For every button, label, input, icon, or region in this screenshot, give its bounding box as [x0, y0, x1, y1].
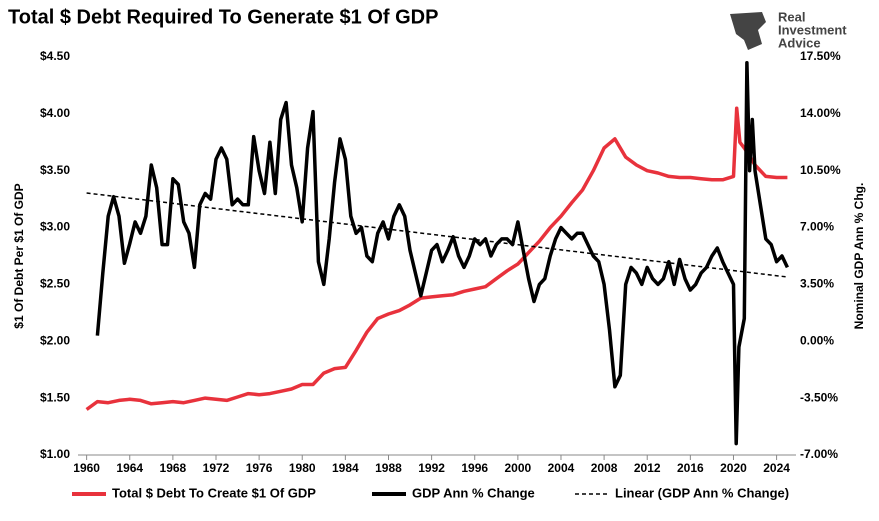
y2-axis-label: Nominal GDP Ann % Chg.: [852, 183, 866, 330]
legend-label: Linear (GDP Ann % Change): [615, 485, 789, 500]
y-tick-label: $1.00: [40, 447, 70, 461]
logo-text: Advice: [778, 35, 821, 50]
logo: Real Investment Advice: [730, 9, 847, 50]
x-tick-label: 1992: [418, 461, 445, 475]
x-tick-label: 1968: [160, 461, 187, 475]
chart-title: Total $ Debt Required To Generate $1 Of …: [8, 6, 438, 28]
y2-tick-label: 10.50%: [800, 163, 841, 177]
logo-text: Investment: [778, 22, 847, 37]
x-tick-label: 2008: [591, 461, 618, 475]
logo-text: Real: [778, 9, 805, 24]
x-tick-label: 1972: [203, 461, 230, 475]
x-tick-label: 2016: [677, 461, 704, 475]
y2-tick-label: 0.00%: [800, 333, 834, 347]
series-line: [95, 60, 789, 446]
y-axis-label: $1 Of Debt Per $1 Of GDP: [12, 183, 26, 328]
x-tick-label: 1996: [461, 461, 488, 475]
x-tick-label: 1960: [73, 461, 100, 475]
x-tick-label: 1988: [375, 461, 402, 475]
x-tick-label: 1984: [332, 461, 359, 475]
series-line: [86, 192, 788, 278]
x-tick-label: 1964: [116, 461, 143, 475]
y-tick-label: $2.50: [40, 277, 70, 291]
y2-tick-label: -3.50%: [800, 390, 838, 404]
logo-icon: [730, 12, 766, 50]
x-tick-label: 2012: [634, 461, 661, 475]
x-tick-label: 1976: [246, 461, 273, 475]
x-tick-label: 2000: [505, 461, 532, 475]
series-line: [85, 106, 788, 411]
x-tick-label: 2024: [763, 461, 790, 475]
y-tick-label: $4.50: [40, 49, 70, 63]
y2-tick-label: 3.50%: [800, 277, 834, 291]
y2-tick-label: 14.00%: [800, 106, 841, 120]
y-tick-label: $3.50: [40, 163, 70, 177]
x-tick-label: 2020: [720, 461, 747, 475]
y2-tick-label: -7.00%: [800, 447, 838, 461]
y2-tick-label: 7.00%: [800, 220, 834, 234]
y-tick-label: $1.50: [40, 390, 70, 404]
y-tick-label: $2.00: [40, 333, 70, 347]
x-tick-label: 1980: [289, 461, 316, 475]
y-tick-label: $4.00: [40, 106, 70, 120]
legend-label: GDP Ann % Change: [412, 485, 535, 500]
y-tick-label: $3.00: [40, 220, 70, 234]
y2-tick-label: 17.50%: [800, 49, 841, 63]
x-tick-label: 2004: [548, 461, 575, 475]
legend-label: Total $ Debt To Create $1 Of GDP: [112, 485, 316, 500]
